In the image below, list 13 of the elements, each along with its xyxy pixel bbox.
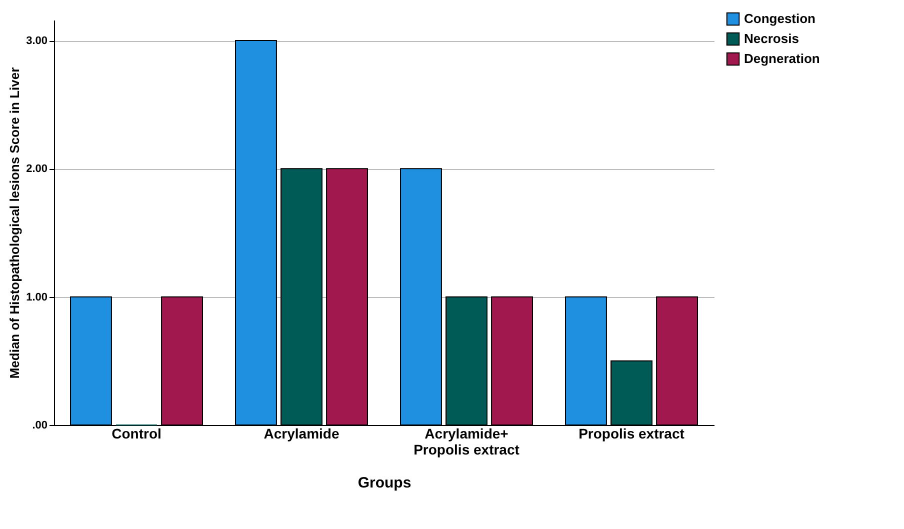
y-tick-label: 2.00 xyxy=(26,163,48,176)
legend-label: Congestion xyxy=(744,11,816,26)
x-tick-label: Control xyxy=(112,426,162,442)
legend-label: Necrosis xyxy=(744,31,799,46)
y-tick-label: .00 xyxy=(32,420,48,432)
x-tick-label: Acrylamide+ Propolis extract xyxy=(414,426,520,458)
x-axis-title: Groups xyxy=(358,474,412,492)
x-tick-label: Acrylamide xyxy=(264,426,340,442)
y-tick-label: 1.00 xyxy=(26,291,48,304)
y-tick-label: 3.00 xyxy=(26,35,48,48)
legend-label: Degneration xyxy=(744,51,820,66)
y-axis-title: Median of Histopathological lesions Score in Liver xyxy=(7,67,22,379)
x-tick-label: Propolis extract xyxy=(578,426,685,442)
